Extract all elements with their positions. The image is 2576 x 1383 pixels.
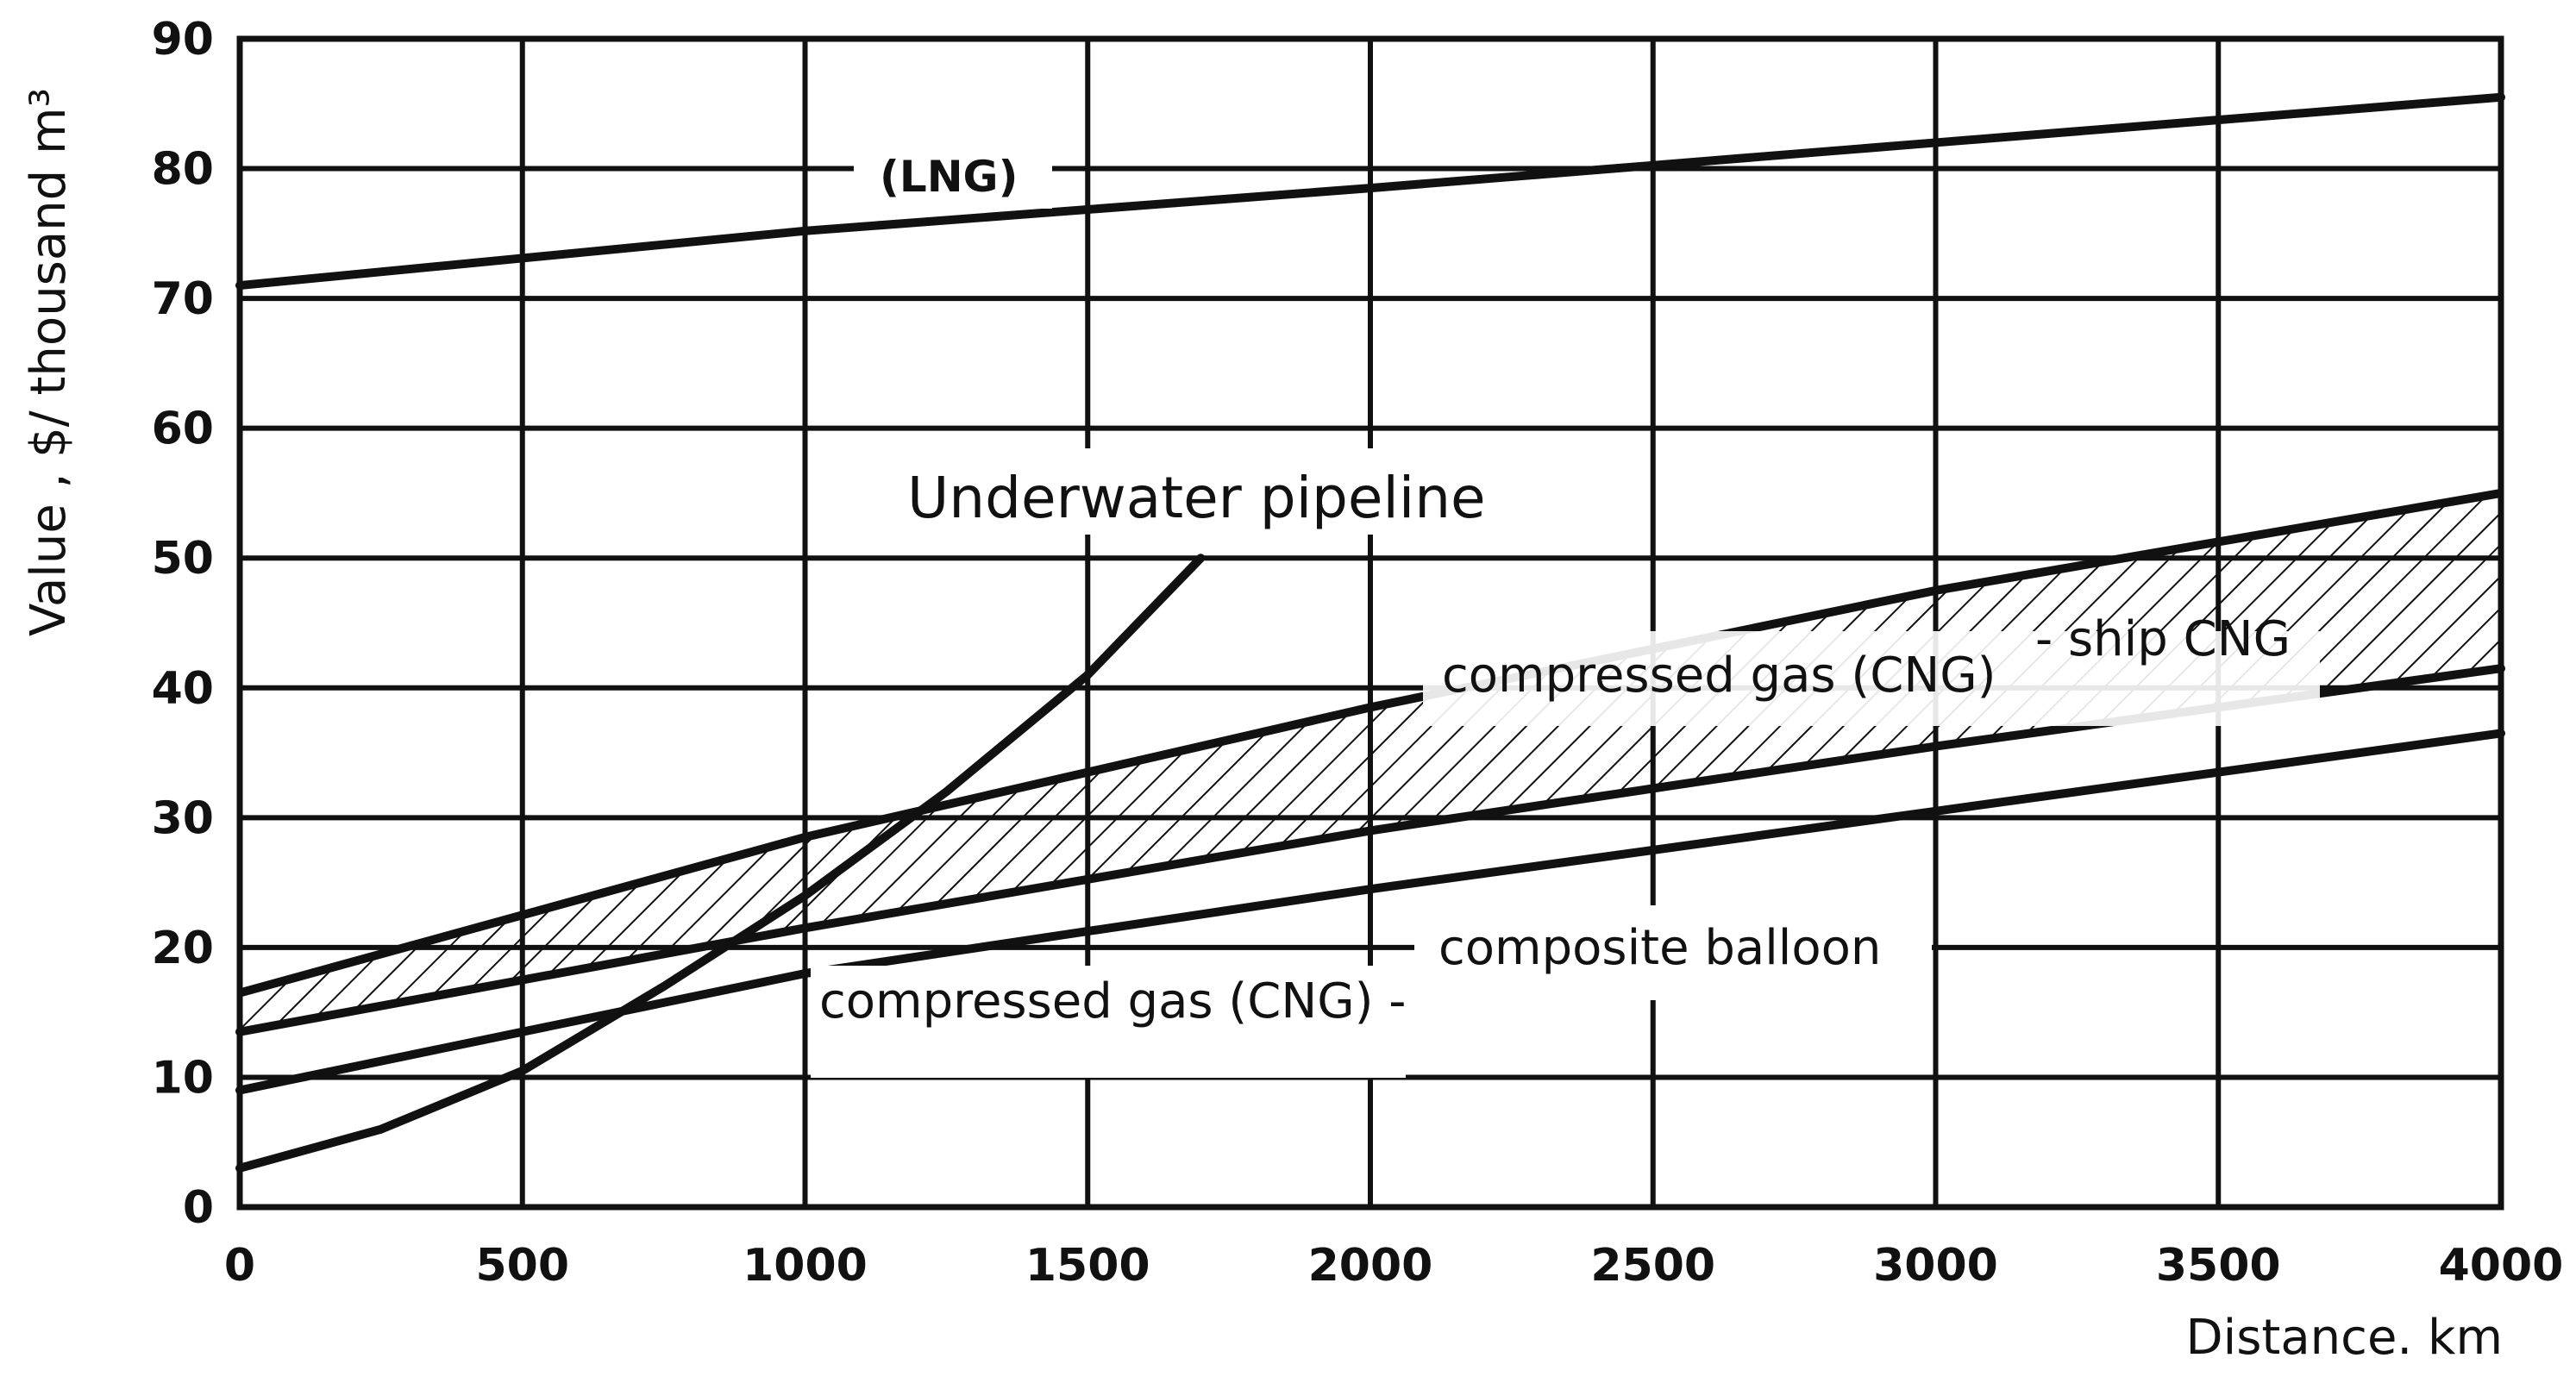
x-tick-label: 2500 [1590, 1240, 1715, 1292]
cng-balloon-label-bg-2 [1414, 905, 1932, 1000]
lng-label-bg [854, 138, 1052, 209]
pipeline-label: Underwater pipeline [907, 465, 1486, 531]
y-tick-label: 60 [152, 404, 214, 455]
x-tick-label: 1000 [743, 1240, 868, 1292]
x-tick-labels: 0 500 1000 1500 2000 2500 3000 3500 4000 [224, 1240, 2563, 1292]
x-tick-label: 3000 [1873, 1240, 1998, 1292]
lng-label: (LNG) [880, 152, 1018, 202]
cng-ship-label-bg [1423, 631, 2320, 726]
pipeline-label-bg [897, 448, 1518, 535]
y-tick-label: 10 [152, 1052, 214, 1104]
cng-ship-label-a: compressed gas (CNG) [1442, 648, 1996, 704]
series-lines [235, 92, 2505, 1173]
y-tick-label: 90 [152, 14, 214, 66]
x-axis-title: Distance. km [2186, 1310, 2503, 1366]
y-tick-label: 70 [152, 273, 214, 325]
y-tick-label: 20 [152, 923, 214, 974]
x-tick-label: 1500 [1025, 1240, 1150, 1292]
x-tick-label: 0 [224, 1240, 255, 1292]
y-tick-label: 0 [183, 1182, 214, 1234]
y-tick-label: 40 [152, 663, 214, 715]
y-tick-labels: 0 10 20 30 40 50 60 70 80 90 [152, 14, 214, 1234]
y-tick-label: 30 [152, 792, 214, 844]
x-tick-label: 2000 [1308, 1240, 1433, 1292]
band-upper-line-0 [238, 489, 2502, 998]
cng-ship-label-b: - ship CNG [2035, 611, 2291, 667]
annotations: (LNG) Underwater pipeline compressed gas… [811, 138, 2320, 1078]
plot-frame [236, 35, 2504, 1211]
cng-balloon-label-bg [811, 966, 1406, 1078]
series-line-3 [235, 729, 2505, 1095]
y-tick-label: 80 [152, 144, 214, 196]
x-tick-label: 500 [475, 1240, 569, 1292]
y-axis-title: Value , $/ thousand m³ [21, 88, 77, 636]
x-tick-label: 4000 [2439, 1240, 2564, 1292]
y-tick-label: 50 [152, 533, 214, 585]
cng-balloon-label-b: composite balloon [1438, 920, 1881, 976]
x-tick-label: 3500 [2156, 1240, 2281, 1292]
series-line-0 [235, 92, 2505, 291]
cng-balloon-label-a: compressed gas (CNG) - [819, 973, 1406, 1029]
